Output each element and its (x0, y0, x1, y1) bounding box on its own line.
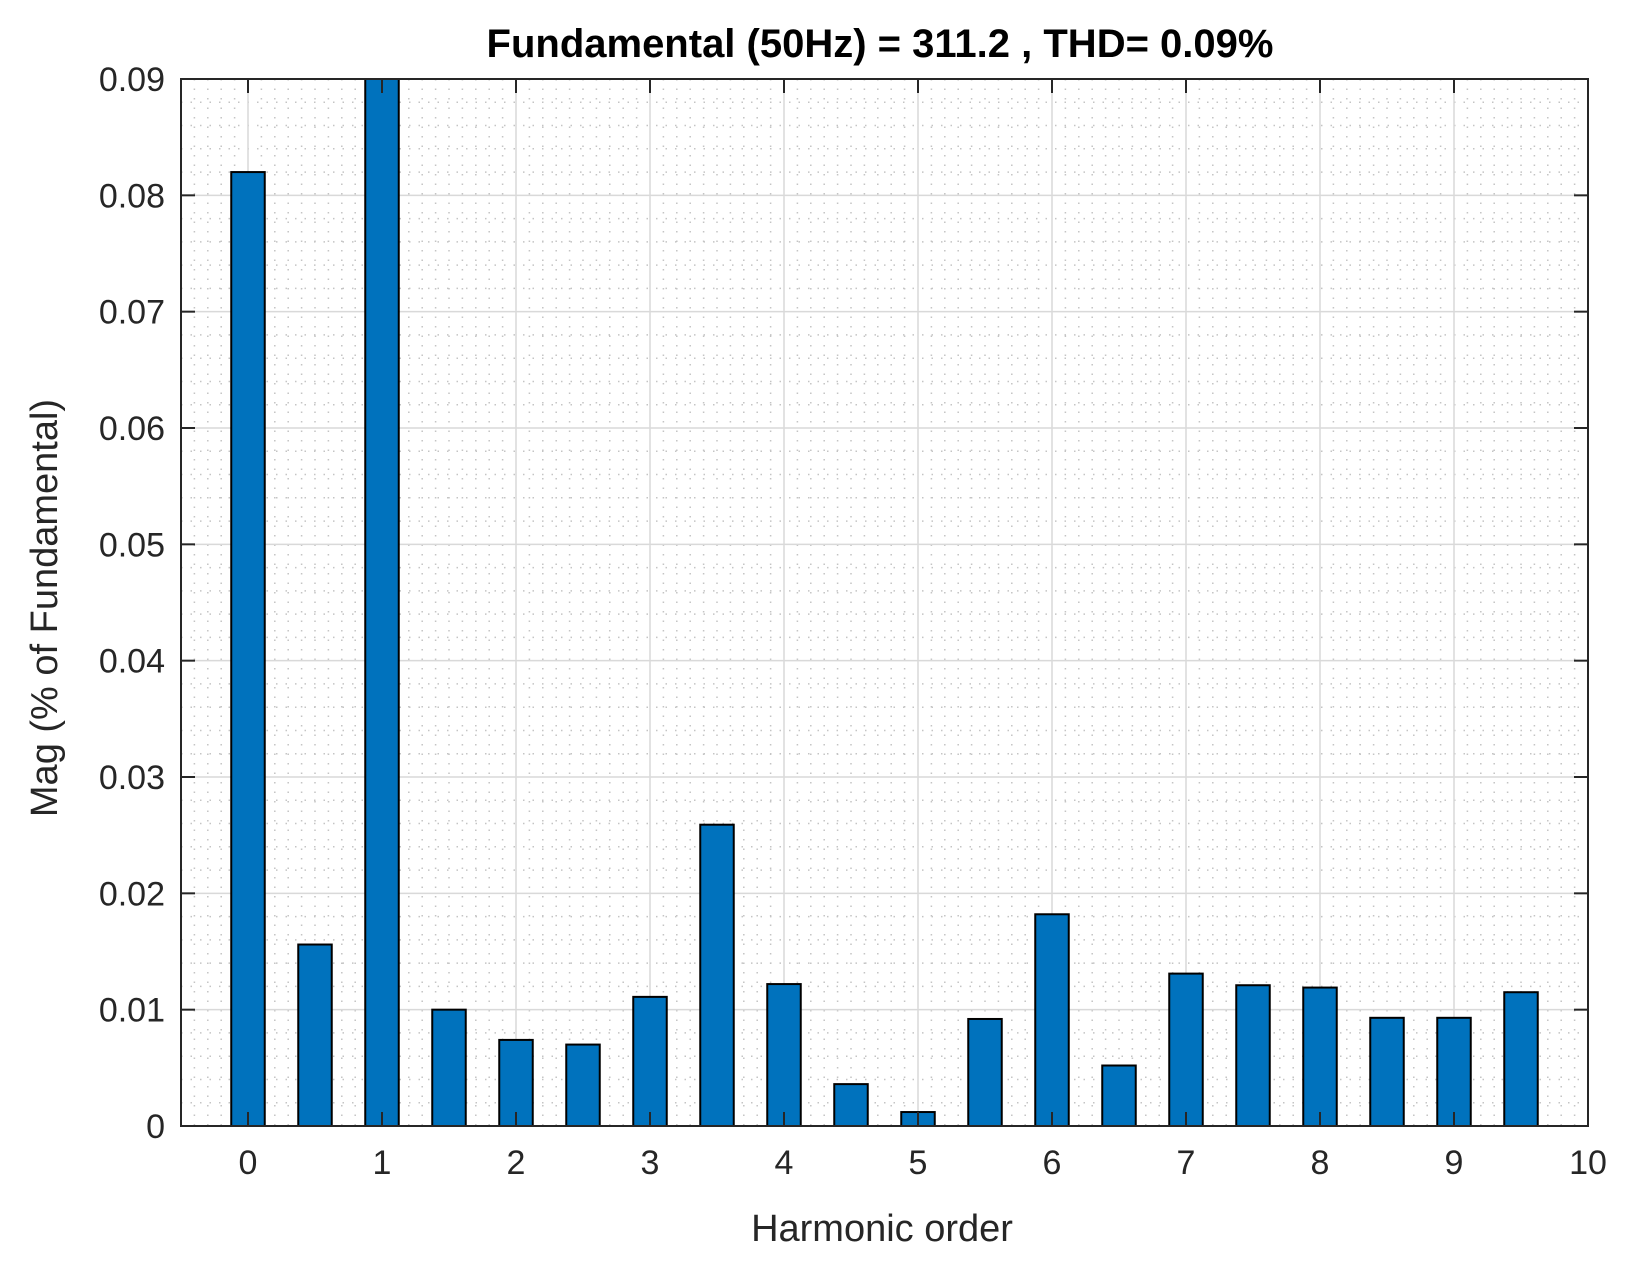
x-tick-label: 7 (1177, 1144, 1196, 1182)
y-tick-label: 0.09 (99, 61, 165, 99)
bars (230, 78, 1539, 1128)
ticks: 0 1 2 3 4 5 6 7 8 9 10 0 0.01 0.02 0.03 0.04 0.05 0.06 0.0… (99, 61, 1607, 1182)
bar (1436, 1016, 1472, 1127)
bar (1034, 913, 1070, 1127)
x-tick-label: 8 (1311, 1144, 1330, 1182)
y-tick-label: 0.08 (99, 177, 165, 215)
x-tick-label: 3 (641, 1144, 660, 1182)
y-tick-label: 0.06 (99, 410, 165, 448)
y-tick-label: 0 (146, 1108, 165, 1146)
x-tick-label: 5 (909, 1144, 928, 1182)
x-tick-label: 6 (1043, 1144, 1062, 1182)
y-tick-label: 0.02 (99, 875, 165, 913)
bar (364, 78, 400, 1127)
bar (766, 983, 802, 1127)
y-tick-label: 0.07 (99, 294, 165, 332)
y-tick-label: 0.01 (99, 992, 165, 1030)
bar (1369, 1016, 1405, 1127)
bar (297, 943, 333, 1128)
x-tick-label: 1 (373, 1144, 392, 1182)
bar (699, 823, 735, 1127)
plot-frame (180, 78, 1589, 1127)
x-axis-label: Harmonic order (751, 1208, 1013, 1250)
x-tick-label: 0 (239, 1144, 258, 1182)
bar (632, 995, 668, 1127)
y-axis-label: Mag (% of Fundamental) (24, 399, 66, 817)
bar (833, 1083, 869, 1127)
bar (565, 1043, 601, 1127)
bar (431, 1008, 467, 1128)
y-tick-label: 0.05 (99, 526, 165, 564)
bar (1235, 984, 1271, 1128)
x-tick-label: 9 (1445, 1144, 1464, 1182)
bar (1503, 991, 1539, 1128)
bar (230, 171, 266, 1128)
bar (1101, 1064, 1137, 1128)
x-tick-label: 4 (775, 1144, 794, 1182)
x-tick-label: 2 (507, 1144, 526, 1182)
grid (180, 78, 1589, 1127)
bar (1168, 972, 1204, 1127)
y-tick-label: 0.04 (99, 643, 165, 681)
x-tick-label: 10 (1569, 1144, 1607, 1182)
bar (1302, 986, 1338, 1128)
bar (967, 1017, 1003, 1127)
y-tick-label: 0.03 (99, 759, 165, 797)
chart-title: Fundamental (50Hz) = 311.2 , THD= 0.09% (487, 22, 1274, 66)
